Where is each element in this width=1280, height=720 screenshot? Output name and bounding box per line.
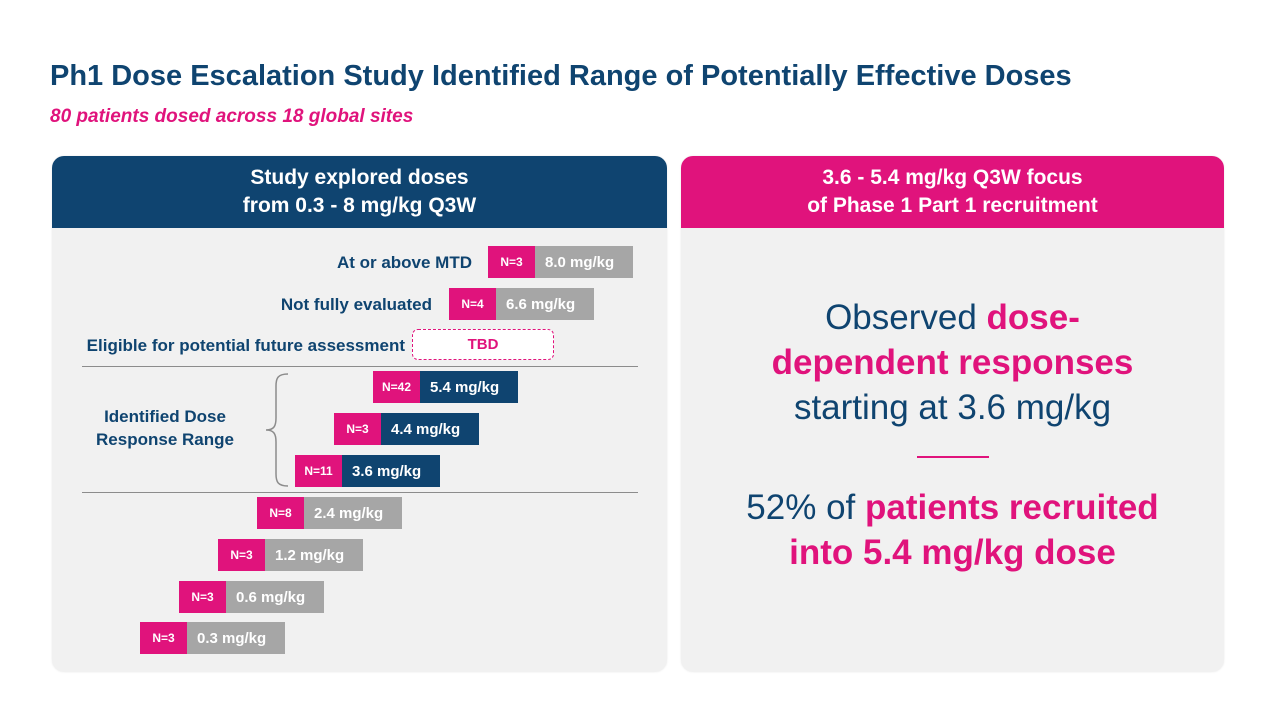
recruitment-statement: 52% of patients recruited into 5.4 mg/kg… xyxy=(681,485,1224,575)
header-line-2: from 0.3 - 8 mg/kg Q3W xyxy=(242,194,477,217)
recruitment-focus-panel: 3.6 - 5.4 mg/kg Q3W focus of Phase 1 Par… xyxy=(681,156,1224,672)
n-count-4-4: N=3 xyxy=(334,413,381,445)
range-label-line-1: Identified Dose xyxy=(104,407,226,426)
statement-text: Observed xyxy=(825,298,987,337)
dose-6-6: 6.6 mg/kg xyxy=(496,288,594,320)
dose-response-range-label: Identified Dose Response Range xyxy=(80,405,250,451)
dose-0-6: 0.6 mg/kg xyxy=(226,581,324,613)
n-count-1-2: N=3 xyxy=(218,539,265,571)
n-count-5-4: N=42 xyxy=(373,371,420,403)
separator-rule xyxy=(917,456,989,458)
dose-8-0: 8.0 mg/kg xyxy=(535,246,633,278)
n-count-2-4: N=8 xyxy=(257,497,304,529)
dose-2-4: 2.4 mg/kg xyxy=(304,497,402,529)
n-count-8-0: N=3 xyxy=(488,246,535,278)
dose-4-4: 4.4 mg/kg xyxy=(381,413,479,445)
dose-0-3: 0.3 mg/kg xyxy=(187,622,285,654)
statement-highlight: dose- xyxy=(986,298,1080,337)
header-line-2: of Phase 1 Part 1 recruitment xyxy=(807,194,1098,217)
statement-highlight: patients recruited xyxy=(865,488,1159,527)
page-title: Ph1 Dose Escalation Study Identified Ran… xyxy=(50,60,1072,92)
n-count-6-6: N=4 xyxy=(449,288,496,320)
header-line-1: Study explored doses xyxy=(250,166,469,189)
curly-brace-icon xyxy=(265,373,289,487)
range-label-line-2: Response Range xyxy=(96,430,234,449)
n-count-0-3: N=3 xyxy=(140,622,187,654)
n-count-0-6: N=3 xyxy=(179,581,226,613)
label-not-fully-evaluated: Not fully evaluated xyxy=(280,295,432,314)
label-eligible-future-assessment: Eligible for potential future assessment xyxy=(86,336,405,355)
dose-3-6: 3.6 mg/kg xyxy=(342,455,440,487)
tbd-dose-box: TBD xyxy=(412,329,554,360)
page-subtitle: 80 patients dosed across 18 global sites xyxy=(50,106,414,127)
statement-text-line: starting at 3.6 mg/kg xyxy=(793,388,1112,427)
dose-5-4: 5.4 mg/kg xyxy=(420,371,518,403)
label-at-or-above-mtd: At or above MTD xyxy=(336,253,472,272)
range-divider-top xyxy=(82,366,638,367)
dose-exploration-panel: Study explored doses from 0.3 - 8 mg/kg … xyxy=(52,156,667,672)
header-line-1: 3.6 - 5.4 mg/kg Q3W focus xyxy=(822,166,1083,189)
n-count-3-6: N=11 xyxy=(295,455,342,487)
range-divider-bottom xyxy=(82,492,638,493)
dose-1-2: 1.2 mg/kg xyxy=(265,539,363,571)
statement-highlight-line: dependent responses xyxy=(771,343,1134,382)
recruitment-focus-header: 3.6 - 5.4 mg/kg Q3W focus of Phase 1 Par… xyxy=(681,156,1224,228)
dose-dependent-responses-statement: Observed dose- dependent responses start… xyxy=(681,295,1224,430)
statement-text: 52% of xyxy=(746,488,865,527)
dose-exploration-header: Study explored doses from 0.3 - 8 mg/kg … xyxy=(52,156,667,228)
statement-highlight-line: into 5.4 mg/kg dose xyxy=(789,533,1116,572)
